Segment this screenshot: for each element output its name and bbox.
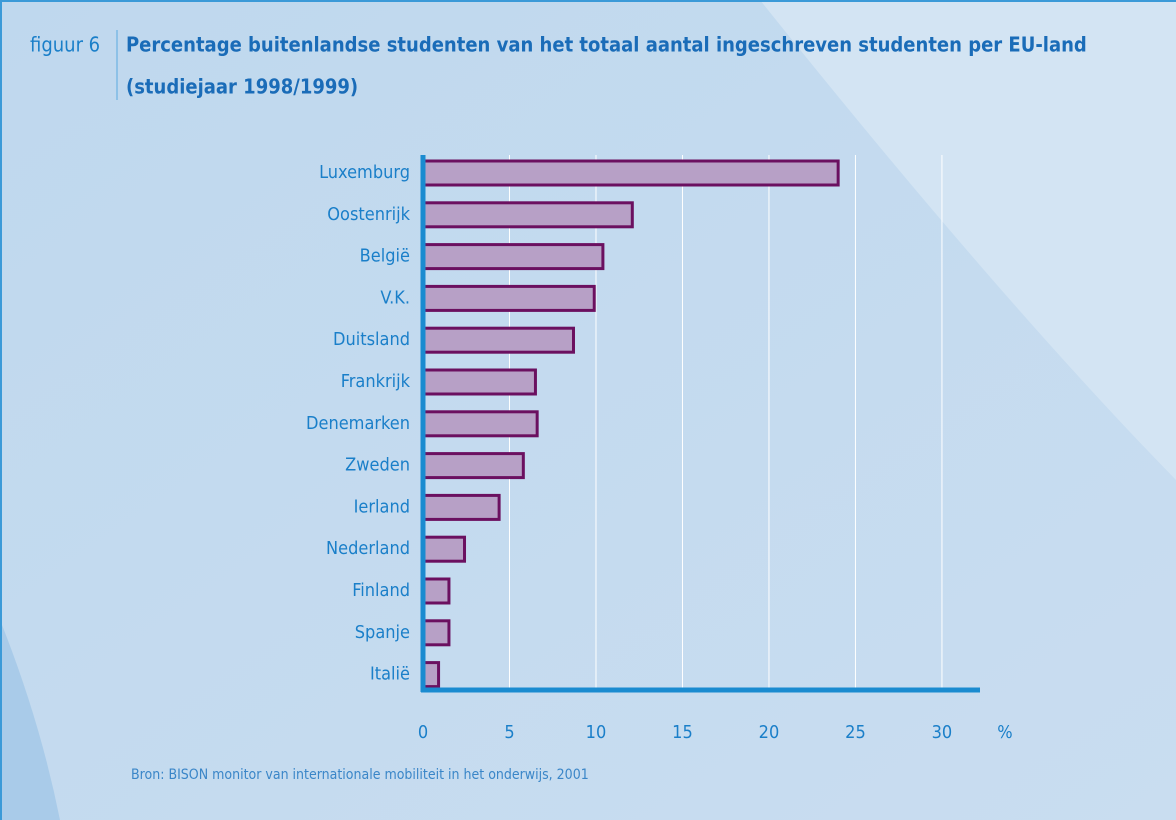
bar — [421, 577, 451, 605]
y-tick-label: Zweden — [345, 455, 410, 476]
x-tick-label: 20 — [759, 722, 780, 743]
bg-shape — [760, 0, 1176, 480]
y-tick-label: Italië — [370, 664, 410, 685]
x-tick-label: 25 — [845, 722, 866, 743]
bar — [421, 535, 467, 563]
bar — [421, 410, 539, 438]
bar — [421, 619, 451, 647]
bar — [421, 493, 501, 521]
bar — [421, 368, 537, 396]
y-tick-label: Nederland — [326, 538, 410, 559]
bar — [421, 452, 525, 480]
y-tick-label: Ierland — [354, 496, 410, 517]
y-tick-label: Duitsland — [333, 329, 410, 350]
x-tick-label: 0 — [418, 722, 428, 743]
bar — [421, 243, 605, 271]
chart-title: Percentage buitenlandse studenten van he… — [126, 33, 1087, 57]
x-tick-label: 5 — [504, 722, 514, 743]
y-tick-label: Finland — [352, 580, 410, 601]
figure-label: figuur 6 — [30, 33, 100, 57]
y-tick-label: Frankrijk — [341, 371, 411, 392]
y-tick-label: Spanje — [355, 622, 410, 643]
chart-subtitle: (studiejaar 1998/1999) — [126, 75, 358, 99]
x-tick-label: 10 — [586, 722, 607, 743]
bar — [421, 284, 596, 312]
y-tick-label: V.K. — [380, 287, 410, 308]
bg-shape — [0, 620, 60, 820]
bar — [421, 159, 840, 187]
y-tick-label: Denemarken — [306, 413, 410, 434]
y-tick-label: Oostenrijk — [327, 204, 410, 225]
y-tick-label: België — [360, 246, 410, 267]
x-tick-label: 15 — [672, 722, 693, 743]
x-tick-label: 30 — [932, 722, 953, 743]
x-axis-label: % — [997, 722, 1012, 743]
bar — [421, 201, 634, 229]
bar — [421, 326, 575, 354]
source: Bron: BISON monitor van internationale m… — [131, 767, 589, 783]
y-tick-label: Luxemburg — [319, 162, 410, 183]
